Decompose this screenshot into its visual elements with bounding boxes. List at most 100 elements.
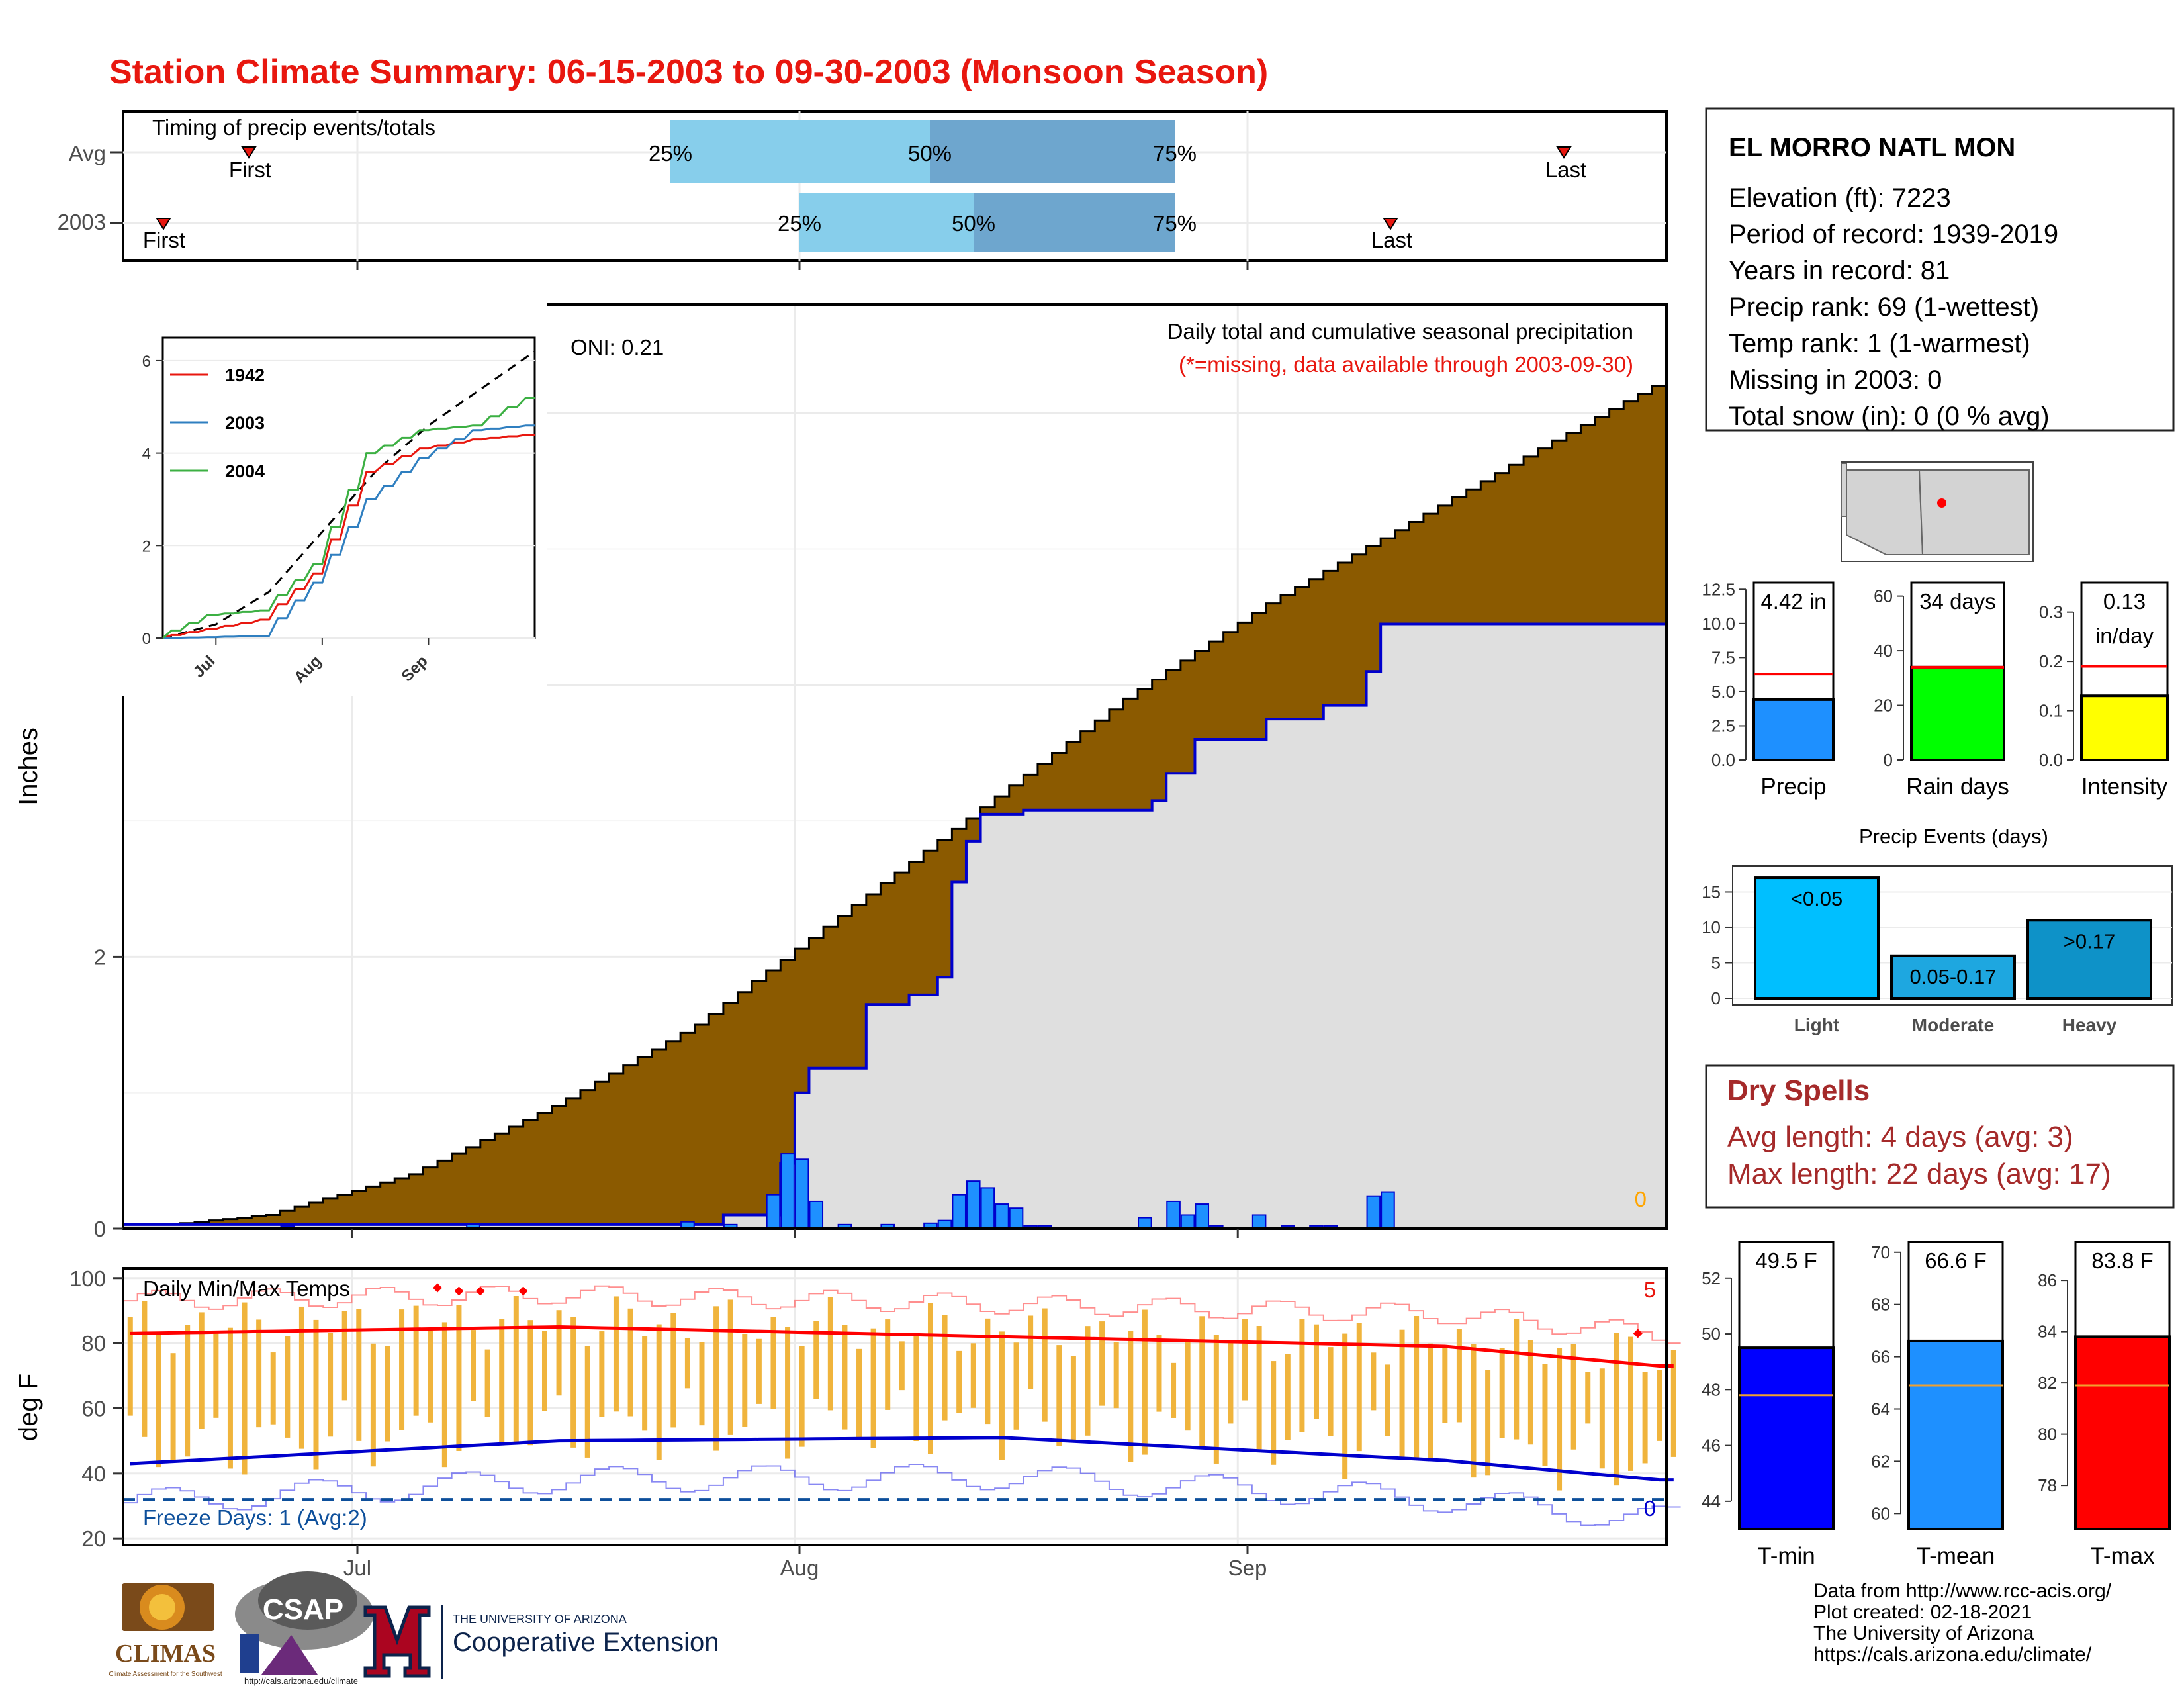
daily-temp-bar (756, 1338, 762, 1404)
tmean-gauge: 60 62 64 66 68 70 66.6 F T-mean (1871, 1241, 2004, 1569)
daily-temp-bar (1228, 1342, 1234, 1424)
daily-temp-bar (1514, 1319, 1520, 1440)
daily-precip-bar (794, 1158, 809, 1230)
station-precip-rank: Precip rank: 69 (1-wettest) (1729, 293, 2039, 322)
intensity-gauge: 0.0 0.1 0.2 0.3 0.13 in/day Intensity (2039, 581, 2169, 800)
precip-events-chart: Precip Events (days) 0 5 10 15 <0.05 Light 0.0… (1702, 825, 2173, 1035)
daily-temp-bar (142, 1301, 148, 1437)
daily-temp-bar (942, 1315, 948, 1421)
location-map (1841, 461, 2034, 562)
tmean-gauge-tick-label: 68 (1871, 1295, 1890, 1315)
daily-temp-bar (1527, 1340, 1533, 1445)
daily-temp-bar (1442, 1348, 1448, 1423)
daily-precip-bar (980, 1187, 995, 1229)
rain-days-gauge-tick-label: 40 (1874, 641, 1893, 661)
x-tick-sep: Sep (1228, 1556, 1267, 1580)
daily-temp-bar (441, 1322, 447, 1468)
ua-logo: THE UNIVERSITY OF ARIZONA Cooperative Ex… (363, 1605, 719, 1679)
daily-precip-bar (766, 1194, 781, 1230)
daily-temp-bar (413, 1305, 419, 1416)
daily-temp-bar (1670, 1350, 1676, 1457)
avg-first-label: First (229, 158, 271, 182)
precip-gauge-bar (1752, 698, 1835, 762)
daily-temp-bar (1028, 1315, 1034, 1389)
daily-temp-bar (1499, 1348, 1505, 1438)
x-tick-aug: Aug (780, 1556, 819, 1580)
inset-2003-line (162, 424, 535, 639)
precip-gauges: 0.0 2.5 5.0 7.5 10.0 12.5 4.42 in Precip 0 20 40 60… (1702, 579, 2169, 800)
tmax-gauge-tick-label: 86 (2038, 1270, 2057, 1290)
events-category-label: Heavy (2062, 1015, 2117, 1035)
daily-temp-bar (870, 1328, 876, 1448)
avg-25-50-band (670, 120, 930, 183)
daily-precip-bar (1251, 1214, 1267, 1229)
tmin-gauge-value-label: 49.5 F (1755, 1248, 1817, 1273)
daily-temp-bar (285, 1336, 291, 1438)
yr-q75-label: 75% (1153, 211, 1197, 236)
dry-spells-max: Max length: 22 days (avg: 17) (1727, 1158, 2111, 1190)
daily-temp-bar (1256, 1326, 1262, 1450)
credit-created: Plot created: 02-18-2021 (1813, 1601, 2032, 1623)
daily-temp-bar (1156, 1335, 1162, 1412)
intensity-gauge-tick-label: 0.0 (2039, 750, 2063, 770)
inset-grid (163, 359, 535, 639)
daily-temp-bar (227, 1327, 233, 1469)
daily-precip-bar (1009, 1207, 1024, 1230)
daily-temp-bar (1414, 1315, 1420, 1460)
missing-caption: (*=missing, data available through 2003-… (1179, 352, 1633, 377)
daily-precip-bars (280, 1153, 1395, 1230)
events-bar (1754, 876, 1880, 1000)
daily-temp-bar (1213, 1335, 1219, 1464)
daily-temp-bar (1313, 1324, 1319, 1419)
missing-count: 0 (1635, 1187, 1647, 1211)
events-title: Precip Events (days) (1859, 825, 2048, 848)
daily-temp-bar (1142, 1309, 1148, 1455)
avg-50-75-band (930, 120, 1175, 183)
credit-source: Data from http://www.rcc-acis.org/ (1813, 1580, 2112, 1602)
intensity-gauge-axis-label: Intensity (2081, 774, 2168, 800)
inset-y-tick-label: 0 (142, 630, 151, 648)
precip-gauge: 0.0 2.5 5.0 7.5 10.0 12.5 4.42 in Precip (1702, 579, 1835, 800)
record-low-count: 0 (1644, 1496, 1656, 1521)
events-bar-label: 0.05-0.17 (1910, 965, 1997, 988)
daily-temp-bar (613, 1296, 619, 1412)
rain-days-gauge-tick-label: 60 (1874, 586, 1893, 606)
temp-y-ticks: 20 40 60 80 100 (69, 1266, 123, 1551)
temp-y-tick-label: 80 (81, 1331, 106, 1356)
record-high-marker (1633, 1329, 1643, 1338)
daily-temp-bar (1471, 1344, 1477, 1478)
daily-temp-bar (527, 1320, 533, 1446)
tmean-gauge-tick-label: 62 (1871, 1451, 1890, 1471)
daily-temp-bar (170, 1353, 176, 1461)
record-high-line (123, 1285, 1681, 1344)
tmean-gauge-tick-label: 70 (1871, 1243, 1890, 1262)
precip-panel: Inches 0 2 4 6 ONI: 0.21 Daily total and cu… (14, 303, 1668, 1241)
precip-gauge-value-label: 4.42 in (1760, 589, 1826, 614)
yr-first-label: First (143, 228, 185, 252)
tmax-gauge-value-label: 83.8 F (2091, 1248, 2154, 1273)
daily-precip-bar (1195, 1203, 1210, 1230)
precip-gauge-tick-label: 5.0 (1711, 682, 1735, 702)
events-bar-label: >0.17 (2064, 929, 2115, 953)
daily-temp-bar (270, 1352, 276, 1425)
events-y-tick-label: 5 (1711, 953, 1721, 972)
daily-temp-bar (313, 1319, 319, 1470)
daily-precip-bar (995, 1203, 1009, 1230)
daily-precip-bar (780, 1153, 795, 1230)
daily-temp-bar (513, 1295, 519, 1444)
daily-temp-bar (1285, 1354, 1291, 1440)
daily-temp-bar (1356, 1323, 1362, 1452)
daily-temp-bar (584, 1346, 590, 1458)
daily-temp-bar (256, 1319, 262, 1428)
avg-first-marker (241, 146, 257, 159)
events-y-tick-label: 10 (1702, 917, 1721, 937)
tmin-gauge-axis-label: T-min (1757, 1543, 1815, 1569)
tmax-gauge-bar (2074, 1335, 2171, 1530)
precip-gauge-tick-label: 2.5 (1711, 716, 1735, 735)
record-high-marker (454, 1286, 464, 1296)
daily-precip-bar (1366, 1195, 1381, 1229)
daily-temp-bar (471, 1330, 477, 1401)
daily-temp-bar (1085, 1326, 1091, 1436)
intensity-gauge-value-label: 0.13 (2103, 589, 2146, 614)
